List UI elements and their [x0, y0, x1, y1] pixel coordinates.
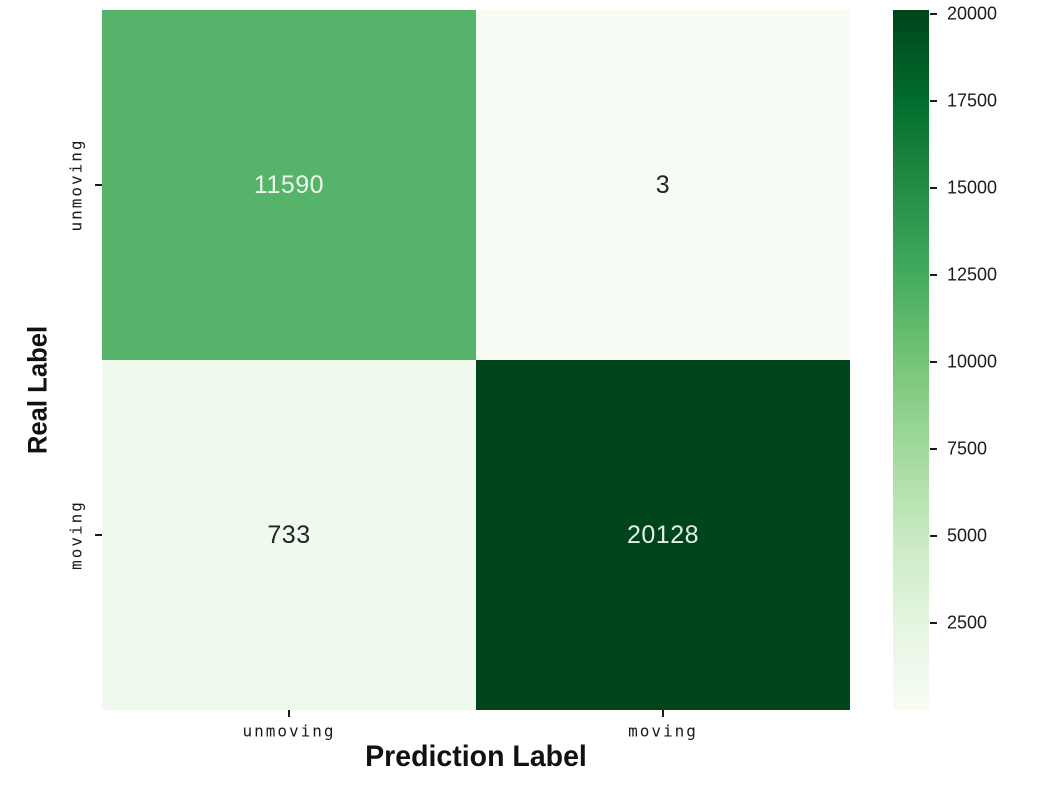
heatmap-cell-r0c1: 3 [476, 10, 850, 360]
x-axis-title: Prediction Label [365, 740, 587, 773]
colorbar-tick-mark [930, 13, 937, 16]
y-tick-label-unmoving: unmoving [66, 138, 86, 232]
colorbar-tick-mark [930, 100, 937, 103]
x-tick-label-unmoving: unmoving [242, 721, 336, 741]
colorbar-tick-label: 12500 [947, 264, 998, 285]
colorbar-tick-mark [930, 187, 937, 190]
x-tick-mark-unmoving [288, 710, 290, 717]
y-tick-mark-moving [95, 534, 102, 536]
y-tick-label-moving: moving [66, 500, 86, 570]
x-tick-label-moving: moving [628, 721, 698, 741]
heatmap-cell-r0c0: 11590 [102, 10, 476, 360]
colorbar-tick-mark [930, 535, 937, 538]
cell-value: 733 [267, 520, 311, 549]
heatmap-cell-r1c0: 733 [102, 360, 476, 710]
cell-value: 11590 [253, 170, 325, 199]
cell-value: 3 [655, 170, 671, 199]
y-tick-mark-unmoving [95, 184, 102, 186]
colorbar-tick-label: 2500 [947, 612, 988, 633]
cell-value: 20128 [626, 520, 700, 549]
x-tick-mark-moving [662, 710, 664, 717]
colorbar-tick-label: 20000 [947, 3, 998, 24]
colorbar-tick-label: 7500 [947, 438, 988, 459]
colorbar-tick-label: 5000 [947, 525, 988, 546]
colorbar-tick-label: 15000 [947, 177, 998, 198]
colorbar-tick-mark [930, 448, 937, 451]
colorbar-tick-label: 17500 [947, 90, 998, 111]
y-axis-title: Real Label [22, 325, 53, 455]
heatmap: 11590 3 733 20128 [102, 10, 850, 710]
colorbar-tick-mark [930, 274, 937, 277]
colorbar-tick-label: 10000 [947, 351, 998, 372]
colorbar-tick-mark [930, 361, 937, 364]
heatmap-cell-r1c1: 20128 [476, 360, 850, 710]
colorbar-tick-mark [930, 622, 937, 625]
colorbar-gradient [893, 10, 929, 710]
